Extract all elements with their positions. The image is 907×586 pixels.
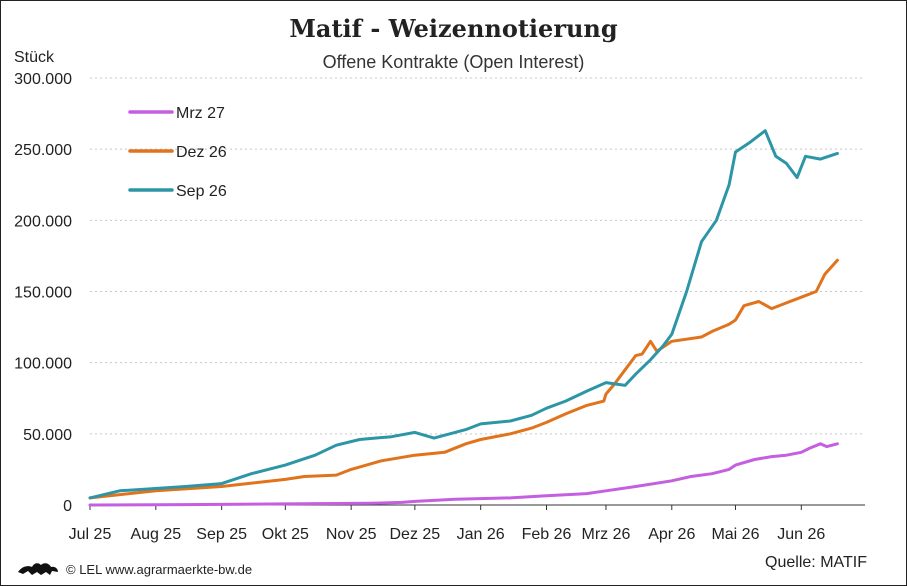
- x-tick-label: Mrz 26: [582, 526, 631, 543]
- source-label: Quelle: MATIF: [765, 554, 867, 571]
- series-line-dez-26: [88, 258, 839, 500]
- y-tick-label: 150.000: [14, 285, 72, 302]
- legend-label: Sep 26: [176, 183, 227, 200]
- chart-title: Matif - Weizennotierung: [289, 14, 618, 43]
- x-tick-label: Mai 26: [711, 526, 759, 543]
- x-tick-label: Jul 25: [69, 526, 112, 543]
- x-axis-ticks: Jul 25 Aug 25 Sep 25 Okt 25 Nov 25 Dez 25 Jan …: [69, 505, 825, 543]
- x-tick-label: Jan 26: [457, 526, 505, 543]
- y-tick-label: 100.000: [14, 356, 72, 373]
- x-tick-label: Nov 25: [326, 526, 377, 543]
- lion-coat-of-arms-icon: [16, 558, 60, 581]
- credit-text: © LEL www.agrarmaerkte-bw.de: [66, 562, 253, 577]
- x-tick-label: Dez 25: [390, 526, 441, 543]
- y-tick-label: 200.000: [14, 213, 72, 230]
- y-axis-ticks: 0 50.000 100.000 150.000 200.000 250.000 300.0…: [14, 71, 72, 515]
- legend-label: Mrz 27: [176, 105, 225, 122]
- x-tick-label: Jun 26: [777, 526, 825, 543]
- x-tick-label: Apr 26: [648, 526, 695, 543]
- y-tick-label: 250.000: [14, 142, 72, 159]
- series-line-sep-26: [88, 129, 839, 500]
- series-lines: [88, 129, 839, 507]
- y-tick-label: 0: [63, 498, 72, 515]
- legend-label: Dez 26: [176, 144, 227, 161]
- footer-credit: © LEL www.agrarmaerkte-bw.de: [16, 558, 252, 581]
- series-line-mrz-27: [88, 442, 839, 507]
- x-tick-label: Aug 25: [130, 526, 181, 543]
- x-tick-label: Okt 25: [262, 526, 309, 543]
- chart-subtitle: Offene Kontrakte (Open Interest): [322, 52, 585, 72]
- x-tick-label: Feb 26: [522, 526, 572, 543]
- x-tick-label: Sep 25: [196, 526, 247, 543]
- y-tick-label: 50.000: [23, 427, 72, 444]
- y-tick-label: 300.000: [14, 71, 72, 88]
- y-axis-unit-label: Stück: [14, 49, 55, 66]
- legend: Mrz 27 Dez 26 Sep 26: [128, 105, 227, 200]
